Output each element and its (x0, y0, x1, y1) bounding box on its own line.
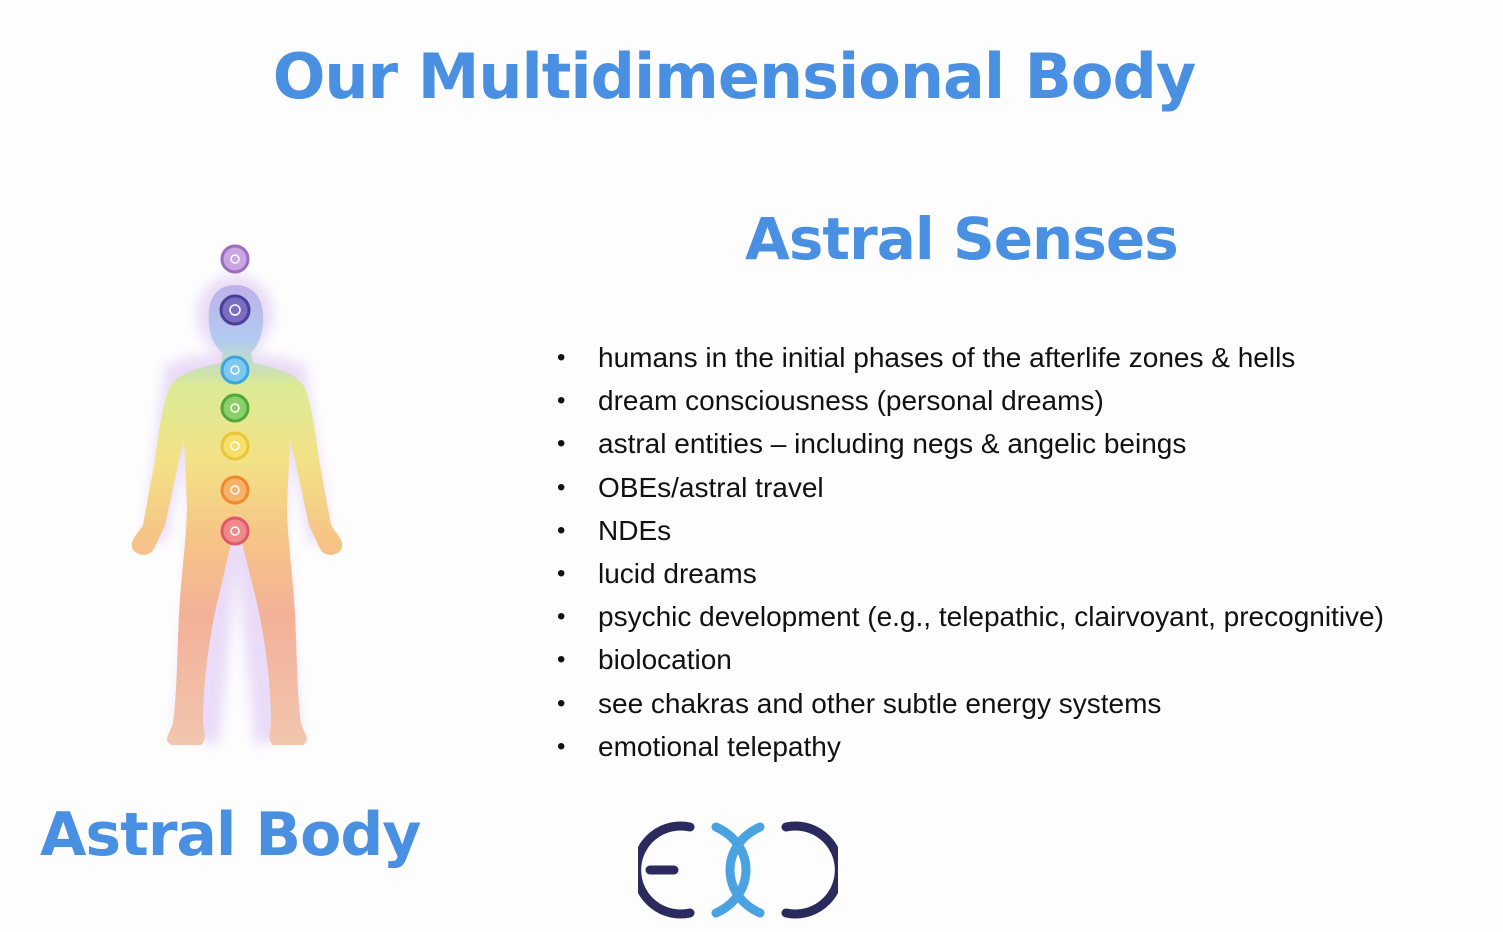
brand-logo-icon (638, 815, 838, 925)
body-silhouette (132, 275, 342, 745)
list-item: emotional telepathy (555, 725, 1490, 768)
heart-chakra-icon (222, 395, 248, 421)
sacral-chakra-icon (222, 477, 248, 503)
root-chakra-icon (222, 518, 248, 544)
list-item: biolocation (555, 638, 1490, 681)
list-item: see chakras and other subtle energy syst… (555, 682, 1490, 725)
astral-body-figure (105, 235, 370, 765)
throat-chakra-icon (222, 357, 248, 383)
list-item: lucid dreams (555, 552, 1490, 595)
third-eye-chakra-icon (221, 296, 249, 324)
list-item: psychic development (e.g., telepathic, c… (555, 595, 1490, 638)
astral-senses-list: humans in the initial phases of the afte… (555, 336, 1490, 768)
solar-plexus-chakra-icon (222, 433, 248, 459)
list-item: astral entities – including negs & angel… (555, 422, 1490, 465)
list-item: dream consciousness (personal dreams) (555, 379, 1490, 422)
astral-body-label: Astral Body (40, 800, 420, 870)
list-item: NDEs (555, 509, 1490, 552)
list-item: humans in the initial phases of the afte… (555, 336, 1490, 379)
slide-title: Our Multidimensional Body (0, 40, 1468, 113)
crown-chakra-icon (222, 246, 248, 272)
section-subtitle: Astral Senses (745, 205, 1178, 273)
list-item: OBEs/astral travel (555, 466, 1490, 509)
